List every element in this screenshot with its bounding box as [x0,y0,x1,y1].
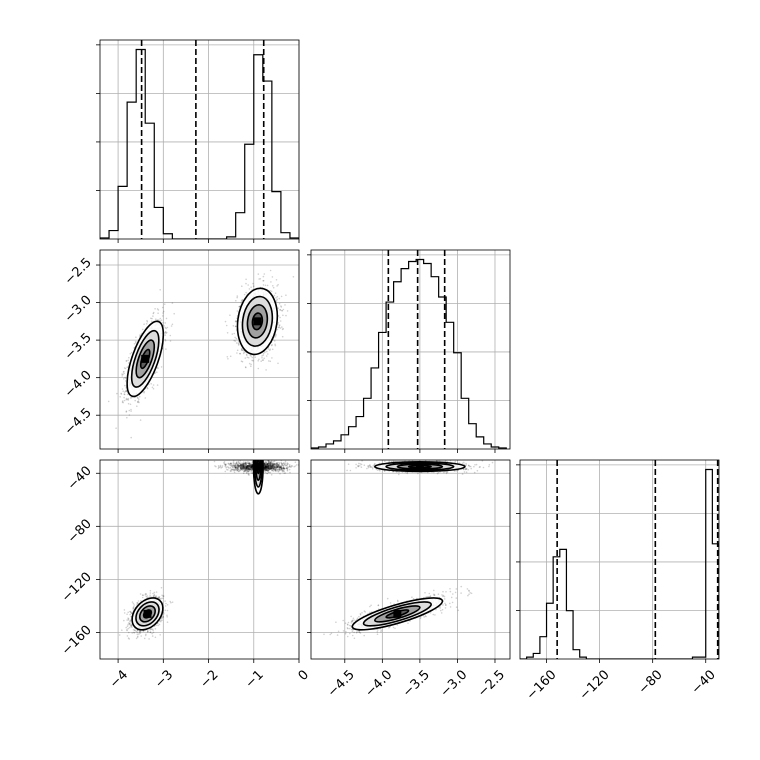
y-tick-label: −3.0 [62,293,95,326]
x-tick-label: −2 [197,667,221,691]
x-tick-label: −3 [152,667,176,691]
x-tick-label: −160 [524,667,560,703]
y-tick-label: −40 [65,463,95,493]
y-tick-label: −4.0 [62,368,95,401]
density-peak [141,354,150,363]
x-tick-label: −40 [689,667,719,697]
y-tick-label: −3.5 [62,330,95,363]
density-contour [135,601,160,627]
histogram-step [520,468,719,659]
density-layer [323,460,494,640]
x-tick-label: −3.5 [400,667,433,700]
density-layer [118,460,299,640]
x-tick-label: 0 [296,667,312,683]
x-tick-label: −4 [107,667,131,691]
density-contour [126,320,165,398]
density-contour [374,461,466,473]
density-peak [393,609,402,618]
scatter-panel-p1_vs_p2: −4.5 −4.0 −3.5 −3.0 −2.5 [307,459,511,700]
hist-panel-p2: −160 −120 −80 −40 [516,459,720,703]
density-contour [351,597,444,631]
density-contour [135,339,156,379]
hist-panel-p0 [96,39,300,243]
density-peak [143,609,152,618]
density-peak [415,462,424,471]
panel-frame [99,39,300,240]
x-tick-label: −4.5 [325,667,358,700]
x-tick-label: −3.0 [438,667,471,700]
density-contour [374,605,421,623]
histogram-step [311,258,507,449]
panels-layer: −160 −120 −80 −40−4.5−4.0−3.5−3.0−2.5−4 −3 −2… [59,39,720,703]
y-tick-label: −80 [65,517,95,547]
panel-frame [519,459,720,660]
x-tick-label: −4.0 [362,667,395,700]
histogram-step [100,48,299,239]
density-peak [253,317,262,326]
y-tick-label: −4.5 [62,405,95,438]
density-contour [362,601,432,627]
scatter-panel-p0_vs_p1: −4.5 −4.0 −3.5 −3.0 −2.5 [62,249,300,453]
y-tick-label: −120 [59,570,95,606]
panel-frame [310,459,511,660]
density-layer [107,269,295,439]
x-tick-label: −80 [636,667,666,697]
y-tick-label: −160 [59,623,95,659]
density-contour [252,460,264,495]
x-tick-label: −1 [243,667,267,691]
density-contour [236,287,279,356]
hist-panel-p1 [307,249,511,453]
density-contour [131,597,164,631]
panel-frame [99,249,300,450]
density-peak [254,462,263,471]
density-contour [130,329,160,388]
panel-frame [99,459,300,660]
x-tick-label: −120 [577,667,613,703]
panel-frame [310,249,511,450]
density-contour [241,295,274,347]
density-contour [138,605,156,623]
scatter-panel-p0_vs_p2: −4 −3 −2 −1 0 −160 −120 −80 −40 [59,459,312,692]
y-tick-label: −2.5 [62,255,95,288]
x-tick-label: −2.5 [475,667,508,700]
density-contour [246,304,269,339]
density-contour [251,312,264,331]
